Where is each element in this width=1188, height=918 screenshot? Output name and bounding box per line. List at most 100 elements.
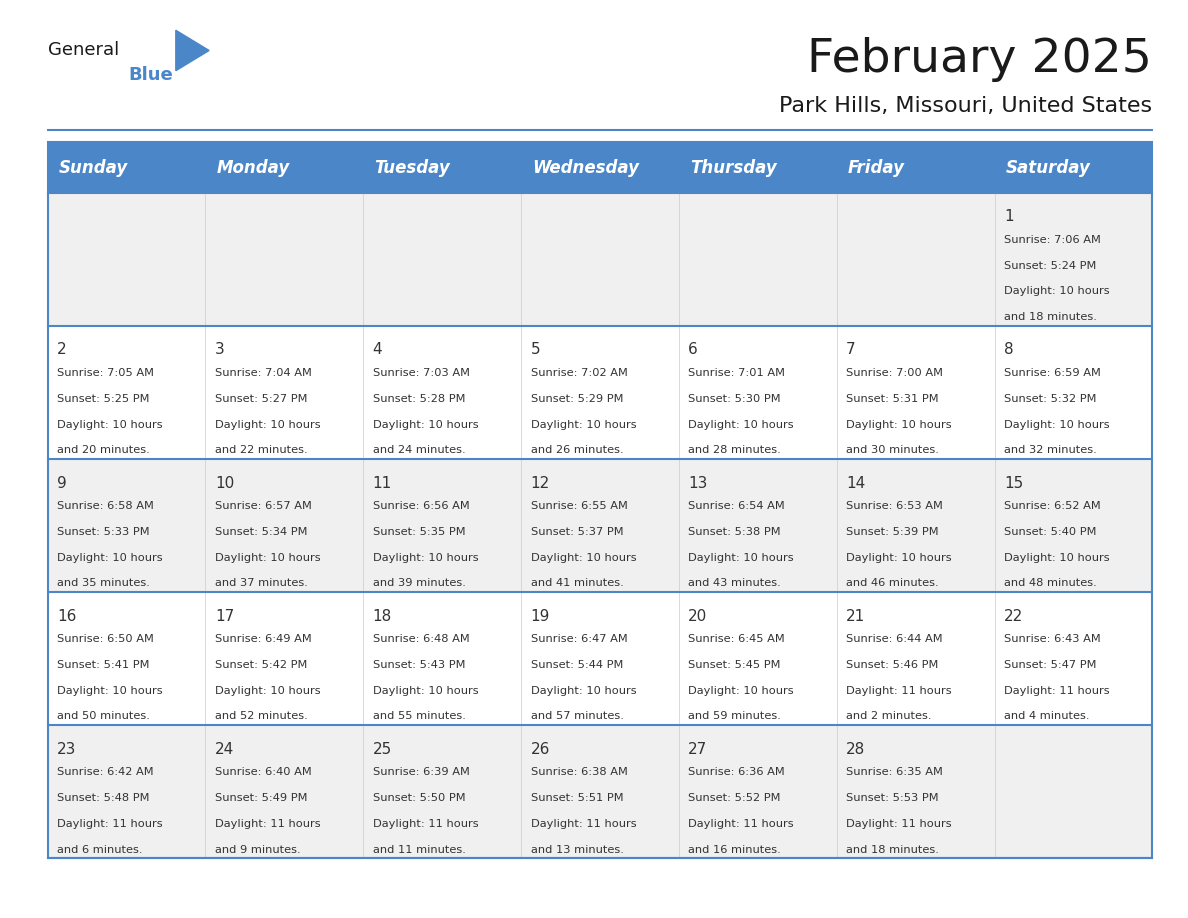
Text: Daylight: 10 hours: Daylight: 10 hours	[846, 553, 952, 563]
Text: Sunrise: 6:42 AM: Sunrise: 6:42 AM	[57, 767, 153, 778]
Text: Thursday: Thursday	[690, 159, 777, 176]
Text: Sunset: 5:24 PM: Sunset: 5:24 PM	[1004, 261, 1097, 271]
Text: Sunset: 5:48 PM: Sunset: 5:48 PM	[57, 793, 150, 803]
Text: Daylight: 10 hours: Daylight: 10 hours	[688, 553, 794, 563]
Text: General: General	[48, 41, 119, 60]
Text: 9: 9	[57, 476, 67, 490]
Text: Sunrise: 6:57 AM: Sunrise: 6:57 AM	[215, 501, 311, 511]
Text: Sunrise: 6:52 AM: Sunrise: 6:52 AM	[1004, 501, 1101, 511]
Text: Sunset: 5:53 PM: Sunset: 5:53 PM	[846, 793, 939, 803]
Text: Daylight: 10 hours: Daylight: 10 hours	[1004, 420, 1110, 430]
Text: Sunset: 5:30 PM: Sunset: 5:30 PM	[688, 394, 781, 404]
Text: Sunrise: 7:05 AM: Sunrise: 7:05 AM	[57, 368, 154, 378]
Text: 25: 25	[373, 742, 392, 756]
Text: 5: 5	[531, 342, 541, 357]
Text: Daylight: 10 hours: Daylight: 10 hours	[531, 686, 636, 696]
FancyBboxPatch shape	[48, 592, 1152, 725]
Text: 2: 2	[57, 342, 67, 357]
Text: Daylight: 10 hours: Daylight: 10 hours	[57, 686, 163, 696]
Text: Sunset: 5:37 PM: Sunset: 5:37 PM	[531, 527, 624, 537]
Text: Daylight: 10 hours: Daylight: 10 hours	[215, 420, 321, 430]
Text: Sunset: 5:40 PM: Sunset: 5:40 PM	[1004, 527, 1097, 537]
Text: Sunset: 5:44 PM: Sunset: 5:44 PM	[531, 660, 623, 670]
Text: Daylight: 11 hours: Daylight: 11 hours	[215, 819, 321, 829]
Text: Sunset: 5:27 PM: Sunset: 5:27 PM	[215, 394, 308, 404]
Text: Daylight: 11 hours: Daylight: 11 hours	[688, 819, 794, 829]
Text: Sunrise: 6:55 AM: Sunrise: 6:55 AM	[531, 501, 627, 511]
Text: 21: 21	[846, 609, 865, 623]
Text: 26: 26	[531, 742, 550, 756]
Text: Sunrise: 7:00 AM: Sunrise: 7:00 AM	[846, 368, 943, 378]
Text: and 41 minutes.: and 41 minutes.	[531, 578, 624, 588]
Text: and 57 minutes.: and 57 minutes.	[531, 711, 624, 722]
Text: 23: 23	[57, 742, 76, 756]
Text: Sunrise: 6:56 AM: Sunrise: 6:56 AM	[373, 501, 469, 511]
Text: 19: 19	[531, 609, 550, 623]
Text: February 2025: February 2025	[808, 37, 1152, 83]
Text: Sunday: Sunday	[58, 159, 128, 176]
Text: 11: 11	[373, 476, 392, 490]
Text: and 4 minutes.: and 4 minutes.	[1004, 711, 1089, 722]
Text: and 6 minutes.: and 6 minutes.	[57, 845, 143, 855]
Text: Sunset: 5:52 PM: Sunset: 5:52 PM	[688, 793, 781, 803]
Text: Sunrise: 6:40 AM: Sunrise: 6:40 AM	[215, 767, 311, 778]
Text: and 46 minutes.: and 46 minutes.	[846, 578, 939, 588]
Text: Daylight: 11 hours: Daylight: 11 hours	[846, 819, 952, 829]
FancyBboxPatch shape	[48, 725, 1152, 858]
Text: Tuesday: Tuesday	[374, 159, 450, 176]
Text: Daylight: 11 hours: Daylight: 11 hours	[57, 819, 163, 829]
Text: and 55 minutes.: and 55 minutes.	[373, 711, 466, 722]
Text: Sunrise: 7:03 AM: Sunrise: 7:03 AM	[373, 368, 469, 378]
Text: Friday: Friday	[848, 159, 905, 176]
Text: Daylight: 11 hours: Daylight: 11 hours	[846, 686, 952, 696]
Text: Sunrise: 6:44 AM: Sunrise: 6:44 AM	[846, 634, 943, 644]
Text: Daylight: 10 hours: Daylight: 10 hours	[1004, 553, 1110, 563]
FancyBboxPatch shape	[48, 459, 1152, 592]
Text: 14: 14	[846, 476, 865, 490]
Text: Sunrise: 6:58 AM: Sunrise: 6:58 AM	[57, 501, 154, 511]
Text: and 2 minutes.: and 2 minutes.	[846, 711, 931, 722]
Text: Daylight: 10 hours: Daylight: 10 hours	[215, 686, 321, 696]
Text: Sunset: 5:39 PM: Sunset: 5:39 PM	[846, 527, 939, 537]
Text: Blue: Blue	[128, 66, 173, 84]
Text: and 22 minutes.: and 22 minutes.	[215, 445, 308, 455]
FancyBboxPatch shape	[48, 326, 1152, 459]
Text: and 43 minutes.: and 43 minutes.	[688, 578, 782, 588]
Text: Sunset: 5:35 PM: Sunset: 5:35 PM	[373, 527, 466, 537]
Text: Sunrise: 6:48 AM: Sunrise: 6:48 AM	[373, 634, 469, 644]
Text: 1: 1	[1004, 209, 1013, 224]
Text: 4: 4	[373, 342, 383, 357]
Text: and 26 minutes.: and 26 minutes.	[531, 445, 624, 455]
Text: Daylight: 10 hours: Daylight: 10 hours	[373, 686, 479, 696]
Text: and 48 minutes.: and 48 minutes.	[1004, 578, 1097, 588]
Text: Sunset: 5:32 PM: Sunset: 5:32 PM	[1004, 394, 1097, 404]
Text: and 30 minutes.: and 30 minutes.	[846, 445, 939, 455]
Text: Daylight: 10 hours: Daylight: 10 hours	[373, 553, 479, 563]
Text: Daylight: 10 hours: Daylight: 10 hours	[531, 553, 636, 563]
Text: and 50 minutes.: and 50 minutes.	[57, 711, 150, 722]
Text: and 18 minutes.: and 18 minutes.	[1004, 312, 1097, 322]
Text: 17: 17	[215, 609, 234, 623]
Text: Sunset: 5:42 PM: Sunset: 5:42 PM	[215, 660, 308, 670]
Text: Sunrise: 6:59 AM: Sunrise: 6:59 AM	[1004, 368, 1101, 378]
Text: Sunrise: 6:54 AM: Sunrise: 6:54 AM	[688, 501, 785, 511]
Text: and 13 minutes.: and 13 minutes.	[531, 845, 624, 855]
Text: Daylight: 10 hours: Daylight: 10 hours	[531, 420, 636, 430]
Text: and 37 minutes.: and 37 minutes.	[215, 578, 308, 588]
Text: and 16 minutes.: and 16 minutes.	[688, 845, 782, 855]
Text: Sunrise: 7:04 AM: Sunrise: 7:04 AM	[215, 368, 311, 378]
Text: and 28 minutes.: and 28 minutes.	[688, 445, 782, 455]
Text: Sunrise: 7:02 AM: Sunrise: 7:02 AM	[531, 368, 627, 378]
Text: Daylight: 10 hours: Daylight: 10 hours	[846, 420, 952, 430]
Text: and 59 minutes.: and 59 minutes.	[688, 711, 782, 722]
FancyBboxPatch shape	[48, 193, 1152, 326]
Text: 24: 24	[215, 742, 234, 756]
Text: Sunrise: 6:49 AM: Sunrise: 6:49 AM	[215, 634, 311, 644]
Text: 28: 28	[846, 742, 865, 756]
Text: Sunset: 5:46 PM: Sunset: 5:46 PM	[846, 660, 939, 670]
Text: 12: 12	[531, 476, 550, 490]
FancyBboxPatch shape	[48, 142, 1152, 193]
Text: 3: 3	[215, 342, 225, 357]
Text: 18: 18	[373, 609, 392, 623]
Text: Monday: Monday	[216, 159, 290, 176]
